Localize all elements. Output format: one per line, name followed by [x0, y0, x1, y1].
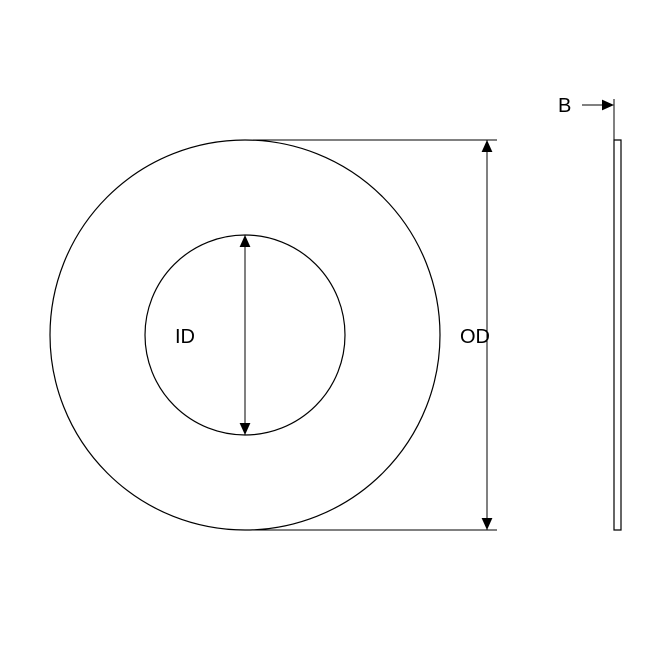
side-profile: [614, 140, 621, 530]
od-dimension: OD: [253, 140, 497, 530]
washer-diagram: OD ID B: [0, 0, 670, 670]
od-arrowhead-top: [482, 140, 493, 152]
od-arrowhead-bottom: [482, 518, 493, 530]
b-label: B: [558, 95, 571, 117]
id-arrowhead-top: [240, 235, 251, 247]
id-dimension: ID: [175, 235, 250, 435]
od-label: OD: [460, 326, 490, 348]
id-arrowhead-bottom: [240, 423, 251, 435]
side-view: [614, 140, 621, 530]
b-dimension: B: [558, 95, 614, 140]
id-label: ID: [175, 326, 195, 348]
b-arrowhead: [602, 100, 614, 111]
